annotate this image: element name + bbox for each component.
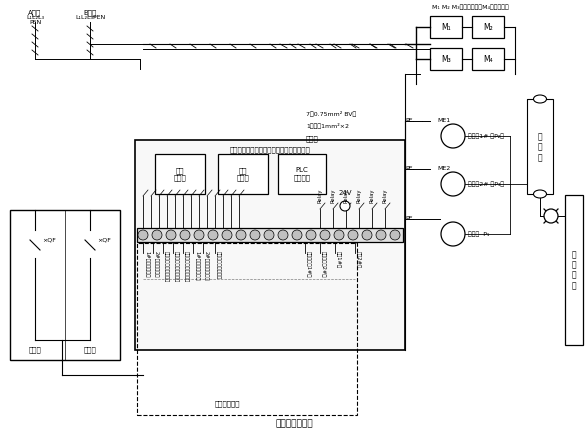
Text: 气
压
罐: 气 压 罐 [537,132,542,162]
Text: 停止2#泵: 停止2#泵 [356,251,361,268]
FancyBboxPatch shape [430,48,462,70]
FancyBboxPatch shape [430,16,462,38]
Ellipse shape [533,190,546,198]
Text: ×QF: ×QF [97,237,111,243]
Text: 设备运行与火灾报警: 设备运行与火灾报警 [216,251,221,279]
Text: M₁: M₁ [441,23,451,32]
Text: L₁L₂L₃: L₁L₂L₃ [26,15,44,20]
FancyBboxPatch shape [137,228,403,242]
Circle shape [334,230,344,240]
Circle shape [292,230,302,240]
Text: M₄: M₄ [483,55,493,63]
Text: M₁ M₂ M₃电接点压力表M₄压力传感器: M₁ M₂ M₃电接点压力表M₄压力传感器 [432,4,509,10]
Circle shape [138,230,148,240]
Text: 微机控制自动巡检消防气压给水设备控制柜: 微机控制自动巡检消防气压给水设备控制柜 [230,147,310,153]
Text: 1根双芯1mm²×2: 1根双芯1mm²×2 [306,123,349,129]
Text: PLC
可编程器: PLC 可编程器 [293,167,310,181]
Text: PE: PE [406,167,413,171]
Text: M₃: M₃ [441,55,451,63]
Text: ×QF: ×QF [42,237,56,243]
FancyBboxPatch shape [565,195,583,345]
Text: 消防泵2# （P₃）: 消防泵2# （P₃） [468,181,504,187]
Text: 双电源: 双电源 [29,347,41,353]
Text: 屏蔽线: 屏蔽线 [306,136,319,142]
Text: B电源: B电源 [83,9,96,16]
Text: 2#泵故障报警指示: 2#泵故障报警指示 [204,251,209,281]
Circle shape [390,230,400,240]
Text: ME2: ME2 [437,167,450,171]
Text: 互投柜: 互投柜 [83,347,96,353]
Text: ME1: ME1 [437,118,450,124]
Circle shape [264,230,274,240]
FancyBboxPatch shape [155,154,205,194]
Circle shape [376,230,386,240]
Text: Relay: Relay [343,189,349,203]
Text: Relay: Relay [318,189,322,203]
FancyBboxPatch shape [10,210,120,360]
Text: A电源: A电源 [28,9,42,16]
Text: 消防泵启动2#泵: 消防泵启动2#泵 [321,251,326,277]
Text: L₁L₂L₃PEN: L₁L₂L₃PEN [75,15,105,20]
FancyBboxPatch shape [527,99,553,194]
Text: Relay: Relay [330,189,336,203]
Text: Relay: Relay [369,189,375,203]
Text: 稳压泵  P₁: 稳压泵 P₁ [468,231,489,237]
Text: Relay: Relay [356,189,362,203]
Circle shape [208,230,218,240]
Ellipse shape [533,95,546,103]
Text: 变频
调速器: 变频 调速器 [236,167,249,181]
FancyBboxPatch shape [135,140,405,350]
Circle shape [441,172,465,196]
Text: 7根0.75mm² BV线: 7根0.75mm² BV线 [306,111,356,117]
Circle shape [152,230,162,240]
FancyBboxPatch shape [278,154,326,194]
Circle shape [236,230,246,240]
Text: 消防泵启动1#泵: 消防泵启动1#泵 [306,251,311,277]
Circle shape [278,230,288,240]
Circle shape [441,222,465,246]
Circle shape [194,230,204,240]
Circle shape [441,124,465,148]
Text: PE: PE [406,118,413,124]
Text: 消防泵自动运行指示灯: 消防泵自动运行指示灯 [164,251,169,282]
Circle shape [320,230,330,240]
Text: 消防泵1# （P₂）: 消防泵1# （P₂） [468,133,504,139]
Text: 给
水
主
管: 给 水 主 管 [572,250,576,290]
Text: 停止1#泵: 停止1#泵 [336,251,341,268]
Text: 2#泵运行指示灯: 2#泵运行指示灯 [154,251,159,277]
Text: 1#泵运行指示灯: 1#泵运行指示灯 [144,251,149,277]
Text: 24V: 24V [338,190,352,196]
Text: Relay: Relay [383,189,387,203]
Circle shape [544,209,558,223]
Circle shape [180,230,190,240]
Circle shape [362,230,372,240]
Text: 微机
控制器: 微机 控制器 [173,167,186,181]
Text: 消防控制中心: 消防控制中心 [214,401,240,407]
Text: M₂: M₂ [483,23,493,32]
Circle shape [166,230,176,240]
Text: PEN: PEN [29,20,41,25]
FancyBboxPatch shape [472,16,504,38]
FancyBboxPatch shape [472,48,504,70]
Text: 设备配电示意图: 设备配电示意图 [275,420,313,428]
Text: 消防泵故障报警指示灯: 消防泵故障报警指示灯 [184,251,189,282]
Circle shape [250,230,260,240]
FancyBboxPatch shape [218,154,268,194]
Circle shape [340,201,350,211]
Circle shape [306,230,316,240]
Text: 消防泵自动运行指示灯: 消防泵自动运行指示灯 [174,251,179,282]
Text: 1#泵故障报警指示: 1#泵故障报警指示 [194,251,199,281]
Text: PE: PE [406,217,413,221]
Circle shape [222,230,232,240]
Circle shape [348,230,358,240]
